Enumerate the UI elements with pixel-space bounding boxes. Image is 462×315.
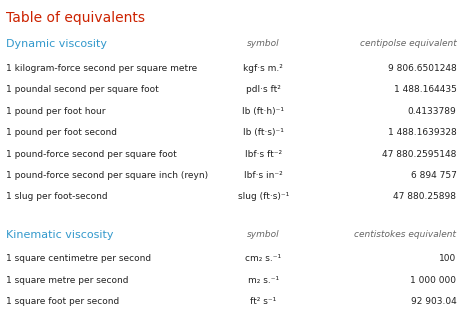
Text: lb (ft·h)⁻¹: lb (ft·h)⁻¹ [243, 107, 284, 116]
Text: 47 880.2595148: 47 880.2595148 [382, 150, 456, 159]
Text: 1 488.1639328: 1 488.1639328 [388, 128, 456, 137]
Text: kgf·s m.²: kgf·s m.² [243, 64, 283, 73]
Text: 0.4133789: 0.4133789 [407, 107, 456, 116]
Text: centipolse equivalent: centipolse equivalent [360, 39, 456, 49]
Text: 1 000 000: 1 000 000 [410, 276, 456, 285]
Text: pdl·s ft²: pdl·s ft² [246, 85, 281, 94]
Text: 1 pound per foot second: 1 pound per foot second [6, 128, 116, 137]
Text: lb (ft·s)⁻¹: lb (ft·s)⁻¹ [243, 128, 284, 137]
Text: slug (ft·s)⁻¹: slug (ft·s)⁻¹ [238, 192, 289, 202]
Text: cm₂ s.⁻¹: cm₂ s.⁻¹ [245, 254, 281, 263]
Text: 92 903.04: 92 903.04 [411, 297, 456, 306]
Text: 47 880.25898: 47 880.25898 [394, 192, 456, 202]
Text: Kinematic viscosity: Kinematic viscosity [6, 230, 113, 240]
Text: centistokes equivalent: centistokes equivalent [354, 230, 456, 239]
Text: 1 pound per foot hour: 1 pound per foot hour [6, 107, 105, 116]
Text: ft² s⁻¹: ft² s⁻¹ [250, 297, 276, 306]
Text: 9 806.6501248: 9 806.6501248 [388, 64, 456, 73]
Text: symbol: symbol [247, 39, 280, 49]
Text: 1 488.164435: 1 488.164435 [394, 85, 456, 94]
Text: Table of equivalents: Table of equivalents [6, 11, 145, 25]
Text: 1 kilogram-force second per square metre: 1 kilogram-force second per square metre [6, 64, 197, 73]
Text: symbol: symbol [247, 230, 280, 239]
Text: 1 pound-force second per square foot: 1 pound-force second per square foot [6, 150, 176, 159]
Text: 1 square foot per second: 1 square foot per second [6, 297, 119, 306]
Text: 1 square centimetre per second: 1 square centimetre per second [6, 254, 151, 263]
Text: 100: 100 [439, 254, 456, 263]
Text: 1 pound-force second per square inch (reyn): 1 pound-force second per square inch (re… [6, 171, 208, 180]
Text: 1 poundal second per square foot: 1 poundal second per square foot [6, 85, 158, 94]
Text: Dynamic viscosity: Dynamic viscosity [6, 39, 107, 49]
Text: lbf·s in⁻²: lbf·s in⁻² [244, 171, 283, 180]
Text: 1 square metre per second: 1 square metre per second [6, 276, 128, 285]
Text: 6 894 757: 6 894 757 [411, 171, 456, 180]
Text: 1 slug per foot-second: 1 slug per foot-second [6, 192, 107, 202]
Text: m₂ s.⁻¹: m₂ s.⁻¹ [248, 276, 279, 285]
Text: lbf·s ft⁻²: lbf·s ft⁻² [245, 150, 282, 159]
